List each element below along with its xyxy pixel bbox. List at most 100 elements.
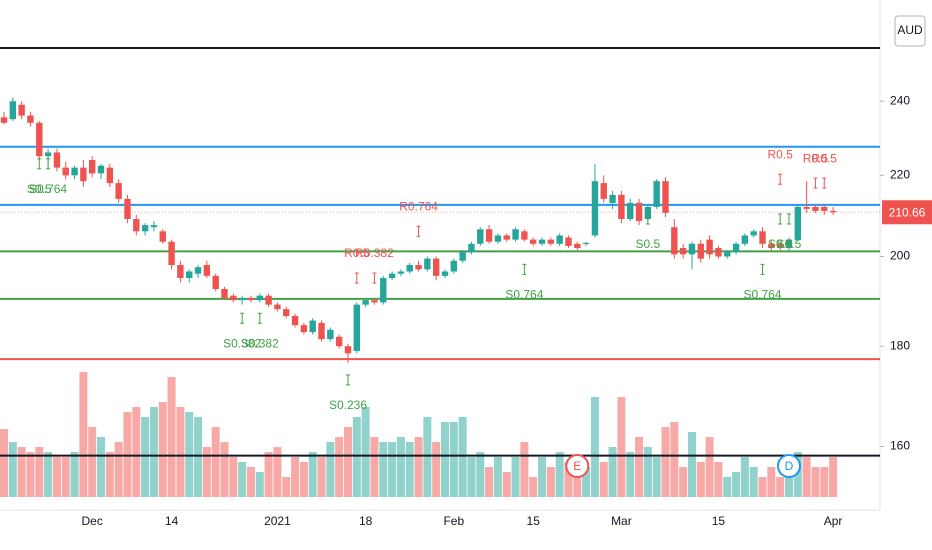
annotation-label: R0.5 (803, 151, 829, 165)
annotation-label: R0.5 (767, 147, 793, 161)
volume-bar (176, 407, 185, 497)
volume-bar (141, 417, 150, 497)
candle-body (388, 273, 396, 279)
candle-body (477, 229, 484, 244)
volume-bar (555, 452, 564, 497)
currency-button[interactable] (894, 15, 926, 47)
candle-body (406, 265, 413, 272)
candle-body (706, 239, 713, 255)
volume-bar (829, 457, 838, 497)
candle-body (679, 248, 687, 255)
candle-body (247, 297, 255, 301)
x-tick-label: 18 (359, 514, 373, 528)
event-label: D (785, 459, 794, 473)
volume-bar (167, 377, 176, 497)
volume-bar (723, 477, 732, 497)
volume-bar (88, 427, 97, 497)
x-tick-label: 14 (165, 514, 179, 528)
volume-bar (546, 467, 555, 497)
volume-bar (158, 402, 167, 497)
volume-bar (635, 437, 644, 497)
candle-body (759, 231, 766, 244)
candle-body (27, 115, 34, 123)
volume-bar (820, 467, 829, 497)
candle-body (503, 235, 510, 240)
x-tick-label: 15 (527, 514, 541, 528)
volume-bar (608, 447, 617, 497)
candle-body (644, 206, 652, 220)
candle-body (821, 206, 828, 211)
candle-body (0, 117, 8, 123)
volume-bar (432, 442, 441, 497)
event-marker (776, 454, 801, 478)
candle-body (776, 243, 784, 249)
last-price-label: 210.66 (889, 205, 926, 219)
candle-body (71, 167, 78, 176)
candle-body (468, 243, 475, 253)
candle-body (194, 267, 202, 274)
volume-bar (211, 427, 220, 497)
volume-bar (423, 417, 432, 497)
volume-bar (740, 457, 749, 497)
volume-bar (370, 437, 379, 497)
candle-body (459, 252, 466, 261)
candle-body (327, 329, 334, 340)
volume-bar (97, 437, 106, 497)
candle-body (335, 336, 343, 347)
volume-bar (696, 462, 705, 497)
volume-bar (291, 457, 300, 497)
volume-bar (670, 422, 679, 497)
candle-body (662, 181, 669, 213)
volume-bar (61, 457, 70, 497)
candle-body (62, 167, 69, 176)
candle-body (750, 231, 757, 236)
y-tick-label: 160 (890, 439, 910, 453)
candle-body (635, 202, 643, 222)
candle-body (106, 167, 114, 184)
candle-body (732, 243, 740, 253)
candle-body (432, 258, 440, 276)
candle-body (380, 278, 387, 303)
volume-bar (79, 372, 88, 497)
volume-bar (485, 467, 494, 497)
candle-body (89, 159, 96, 174)
volume-bar (44, 452, 53, 497)
candle-body (238, 297, 246, 301)
candle-body (609, 194, 616, 203)
candle-body (150, 225, 158, 228)
volume-bar (149, 407, 158, 497)
candle-body (212, 275, 219, 290)
candle-body (512, 229, 519, 240)
y-tick-label: 200 (890, 249, 910, 263)
candle-body (794, 206, 801, 240)
volume-bar (379, 442, 388, 497)
candle-body (829, 210, 837, 213)
candle-body (627, 202, 634, 220)
volume-bar (396, 437, 405, 497)
candle-body (450, 260, 458, 272)
volume-bar (811, 467, 820, 497)
candle-body (274, 304, 281, 310)
candle-body (415, 265, 422, 270)
volume-bar (194, 417, 203, 497)
volume-bar (52, 457, 61, 497)
candle-body (441, 271, 449, 276)
candle-body (618, 194, 625, 220)
volume-bar (732, 472, 741, 497)
candle-body (653, 181, 660, 207)
volume-bar (202, 447, 211, 497)
volume-bar (17, 447, 26, 497)
volume-bar (132, 407, 141, 497)
volume-bar (114, 442, 123, 497)
candle-body (309, 320, 316, 333)
x-tick-label: 2021 (264, 514, 291, 528)
candle-body (186, 271, 193, 279)
x-tick-label: Feb (443, 514, 464, 528)
y-tick-label: 220 (890, 167, 910, 181)
candle-body (18, 104, 25, 116)
candle-body (203, 265, 211, 276)
currency-label: AUD (897, 23, 923, 37)
candle-body (724, 252, 731, 257)
volume-bar (220, 442, 229, 497)
